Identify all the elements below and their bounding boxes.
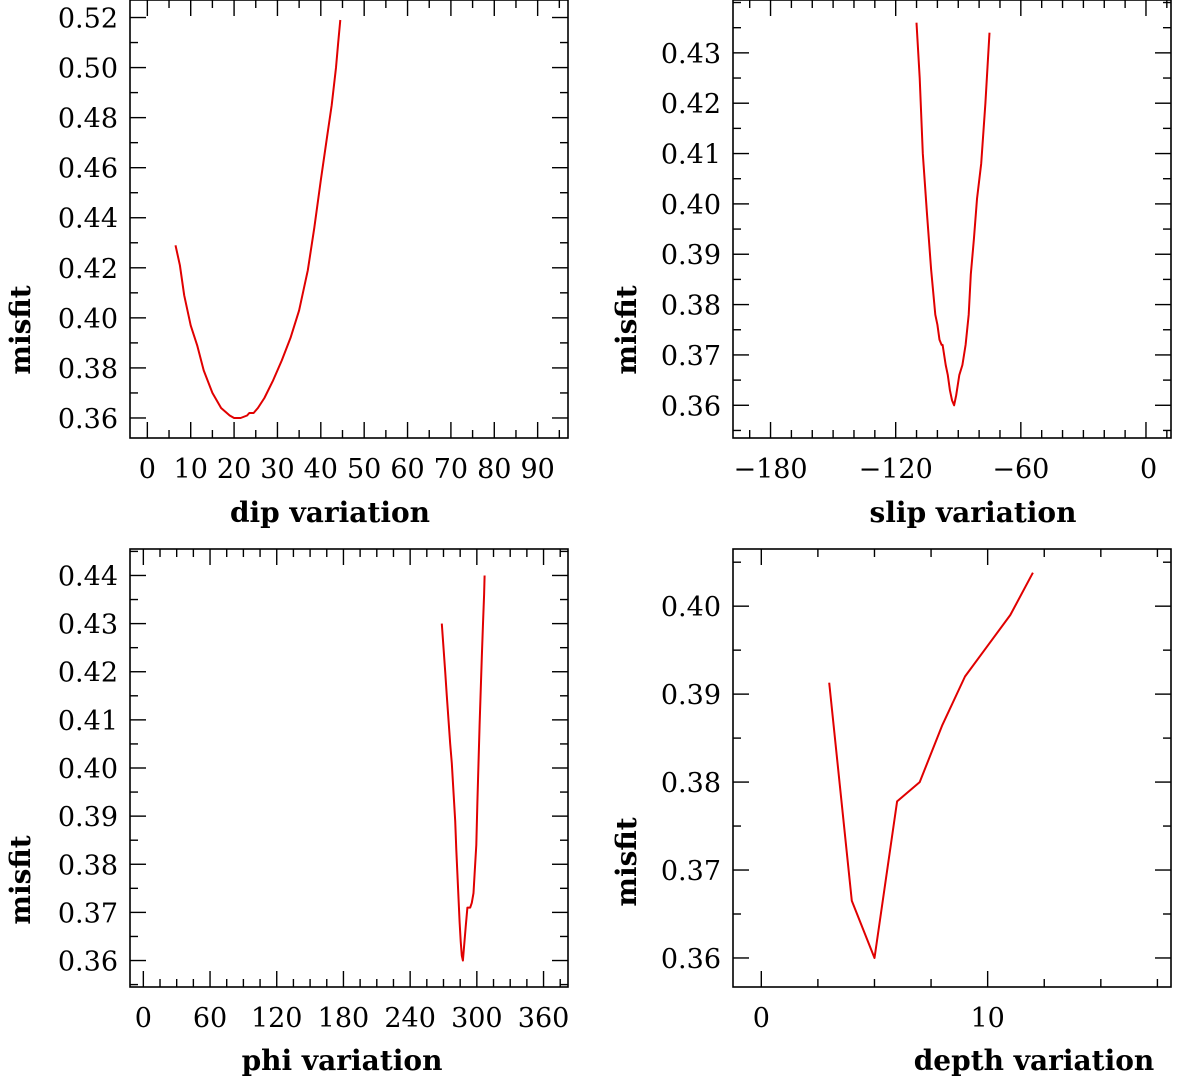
phi-x-tick-label: 120 bbox=[251, 1003, 303, 1034]
dip-x-tick-label: 60 bbox=[390, 454, 424, 485]
phi-x-axis-title: phi variation bbox=[242, 1044, 443, 1077]
depth-y-tick-label: 0.36 bbox=[661, 944, 721, 975]
depth-y-axis-title: misfit bbox=[610, 817, 643, 906]
depth-y-tick-label: 0.40 bbox=[661, 592, 721, 623]
phi-y-tick-label: 0.38 bbox=[58, 850, 118, 881]
slip-x-axis-title: slip variation bbox=[870, 496, 1077, 529]
dip-plot-frame bbox=[129, 0, 569, 439]
phi-y-tick-label: 0.42 bbox=[58, 658, 118, 689]
dip-y-tick-label: 0.40 bbox=[58, 304, 118, 335]
dip-x-tick-label: 30 bbox=[260, 454, 294, 485]
slip-x-tick-label: −180 bbox=[733, 454, 807, 485]
slip-y-tick-label: 0.38 bbox=[661, 291, 721, 322]
dip-x-tick-label: 70 bbox=[434, 454, 468, 485]
phi-x-tick-label: 300 bbox=[451, 1003, 503, 1034]
depth-y-tick-label: 0.39 bbox=[661, 680, 721, 711]
phi-x-tick-label: 0 bbox=[135, 1003, 152, 1034]
phi-variation-panel: 0 60 120 180 240 300 360 0.36 0.37 0.38 0.39 0.40 0.… bbox=[4, 548, 570, 1077]
phi-x-tick-label: 60 bbox=[193, 1003, 227, 1034]
depth-y-tick-label: 0.38 bbox=[661, 768, 721, 799]
phi-y-axis-title: misfit bbox=[4, 835, 37, 924]
depth-misfit-curve bbox=[828, 572, 1034, 959]
phi-x-tick-label: 240 bbox=[384, 1003, 436, 1034]
depth-x-axis-title: depth variation bbox=[914, 1044, 1155, 1077]
phi-x-tick-label: 360 bbox=[518, 1003, 570, 1034]
slip-plot-frame bbox=[732, 0, 1172, 439]
slip-y-tick-label: 0.41 bbox=[661, 140, 721, 171]
dip-x-tick-label: 50 bbox=[347, 454, 381, 485]
slip-x-tick-label: −120 bbox=[859, 454, 933, 485]
dip-x-axis-title: dip variation bbox=[230, 496, 430, 529]
dip-y-tick-label: 0.52 bbox=[58, 4, 118, 35]
dip-y-tick-label: 0.42 bbox=[58, 254, 118, 285]
phi-y-tick-label: 0.44 bbox=[58, 561, 118, 592]
slip-variation-panel: −180 −120 −60 0 0.36 0.37 0.38 0.39 0.40 0.41 0.42… bbox=[610, 0, 1172, 529]
slip-misfit-curve bbox=[915, 22, 991, 407]
dip-x-tick-label: 20 bbox=[217, 454, 251, 485]
depth-x-tick-label: 0 bbox=[753, 1003, 770, 1034]
dip-x-tick-label: 80 bbox=[477, 454, 511, 485]
dip-y-tick-label: 0.44 bbox=[58, 204, 118, 235]
dip-y-tick-label: 0.46 bbox=[58, 154, 118, 185]
depth-variation-panel: 0 10 0.36 0.37 0.38 0.39 0.40 depth variation mi… bbox=[610, 548, 1172, 1077]
dip-variation-panel: 0 10 20 30 40 50 60 70 80 90 0.36 0.38 0.40 0.42 0.44 0… bbox=[4, 0, 569, 529]
dip-x-tick-label: 0 bbox=[139, 454, 156, 485]
phi-y-tick-label: 0.40 bbox=[58, 754, 118, 785]
slip-x-tick-label: 0 bbox=[1140, 454, 1157, 485]
dip-x-tick-label: 90 bbox=[520, 454, 554, 485]
slip-y-tick-label: 0.36 bbox=[661, 391, 721, 422]
dip-y-tick-label: 0.38 bbox=[58, 354, 118, 385]
slip-y-tick-label: 0.43 bbox=[661, 39, 721, 70]
phi-y-tick-label: 0.39 bbox=[58, 802, 118, 833]
dip-x-tick-label: 10 bbox=[174, 454, 208, 485]
phi-misfit-curve bbox=[440, 575, 486, 962]
dip-y-tick-label: 0.50 bbox=[58, 54, 118, 85]
phi-y-tick-label: 0.41 bbox=[58, 706, 118, 737]
dip-y-axis-title: misfit bbox=[4, 285, 37, 374]
phi-y-tick-label: 0.37 bbox=[58, 898, 118, 929]
slip-y-axis-title: misfit bbox=[610, 285, 643, 374]
phi-y-tick-label: 0.43 bbox=[58, 610, 118, 641]
slip-y-tick-label: 0.37 bbox=[661, 341, 721, 372]
phi-plot-frame bbox=[129, 548, 569, 988]
slip-y-tick-label: 0.39 bbox=[661, 240, 721, 271]
phi-y-tick-label: 0.36 bbox=[58, 947, 118, 978]
dip-misfit-curve bbox=[174, 19, 342, 419]
dip-x-tick-label: 40 bbox=[304, 454, 338, 485]
dip-y-tick-label: 0.36 bbox=[58, 404, 118, 435]
depth-x-tick-label: 10 bbox=[970, 1003, 1004, 1034]
depth-plot-frame bbox=[732, 548, 1172, 988]
phi-x-tick-label: 180 bbox=[318, 1003, 370, 1034]
slip-x-tick-label: −60 bbox=[992, 454, 1049, 485]
slip-y-tick-label: 0.42 bbox=[661, 89, 721, 120]
dip-y-tick-label: 0.48 bbox=[58, 104, 118, 135]
depth-y-tick-label: 0.37 bbox=[661, 856, 721, 887]
slip-y-tick-label: 0.40 bbox=[661, 190, 721, 221]
